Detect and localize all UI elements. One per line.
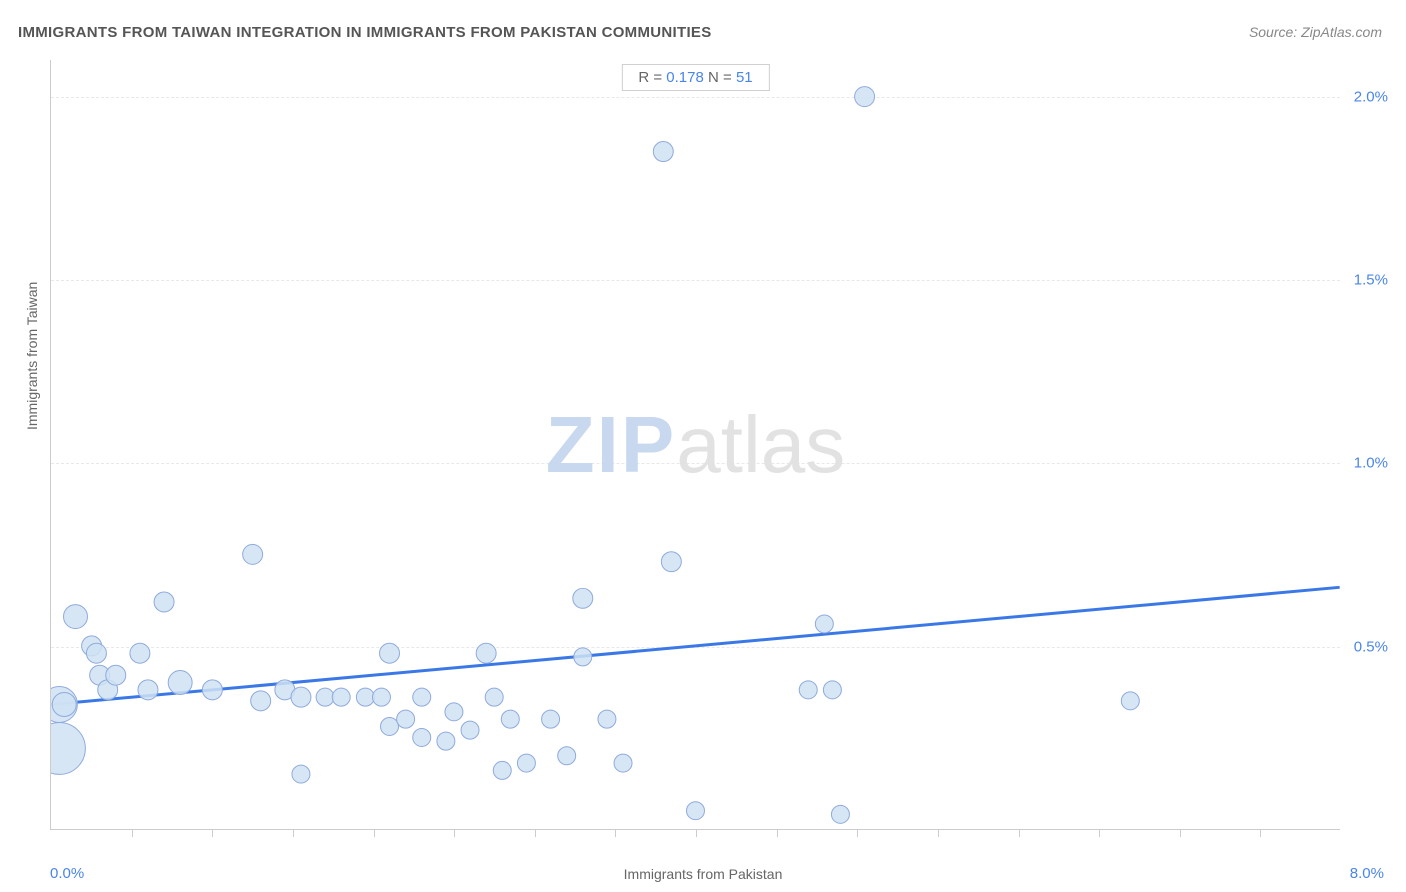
- x-tick: [293, 829, 294, 837]
- source-attribution: Source: ZipAtlas.com: [1249, 24, 1382, 40]
- scatter-point: [542, 710, 560, 728]
- scatter-point: [372, 688, 390, 706]
- y-tick-label: 1.5%: [1354, 272, 1388, 289]
- x-tick: [1260, 829, 1261, 837]
- scatter-point: [687, 802, 705, 820]
- scatter-point: [413, 688, 431, 706]
- scatter-point: [397, 710, 415, 728]
- scatter-point: [485, 688, 503, 706]
- x-tick: [454, 829, 455, 837]
- scatter-point: [52, 693, 76, 717]
- stats-box: R = 0.178 N = 51: [621, 64, 769, 91]
- scatter-point: [168, 671, 192, 695]
- scatter-point: [51, 722, 85, 774]
- x-axis-max-label: 8.0%: [1350, 865, 1384, 882]
- x-tick: [938, 829, 939, 837]
- scatter-point: [380, 643, 400, 663]
- x-tick: [1180, 829, 1181, 837]
- scatter-point: [138, 680, 158, 700]
- scatter-svg: [51, 60, 1340, 829]
- scatter-point: [381, 717, 399, 735]
- scatter-point: [614, 754, 632, 772]
- x-tick: [1099, 829, 1100, 837]
- scatter-point: [437, 732, 455, 750]
- scatter-point: [292, 765, 310, 783]
- r-label: R =: [638, 69, 666, 86]
- scatter-point: [154, 592, 174, 612]
- regression-line: [51, 587, 1339, 704]
- x-tick: [132, 829, 133, 837]
- scatter-point: [316, 688, 334, 706]
- x-tick: [212, 829, 213, 837]
- scatter-point: [799, 681, 817, 699]
- r-value: 0.178: [666, 69, 704, 86]
- scatter-point: [251, 691, 271, 711]
- x-axis-label: Immigrants from Pakistan: [624, 866, 783, 882]
- scatter-point: [823, 681, 841, 699]
- x-tick: [1019, 829, 1020, 837]
- y-tick-label: 1.0%: [1354, 455, 1388, 472]
- y-tick-label: 0.5%: [1354, 638, 1388, 655]
- scatter-point: [831, 805, 849, 823]
- scatter-point: [130, 643, 150, 663]
- scatter-point: [501, 710, 519, 728]
- scatter-point: [661, 552, 681, 572]
- scatter-point: [291, 687, 311, 707]
- y-axis-label: Immigrants from Taiwan: [24, 282, 40, 430]
- n-label: N =: [704, 69, 736, 86]
- scatter-point: [573, 588, 593, 608]
- scatter-point: [106, 665, 126, 685]
- scatter-point: [815, 615, 833, 633]
- x-tick: [696, 829, 697, 837]
- x-axis-min-label: 0.0%: [50, 865, 84, 882]
- scatter-point: [1121, 692, 1139, 710]
- scatter-point: [598, 710, 616, 728]
- scatter-point: [653, 142, 673, 162]
- x-tick: [615, 829, 616, 837]
- scatter-point: [445, 703, 463, 721]
- x-tick: [374, 829, 375, 837]
- scatter-point: [574, 648, 592, 666]
- scatter-point: [332, 688, 350, 706]
- scatter-point: [86, 643, 106, 663]
- scatter-point: [558, 747, 576, 765]
- x-tick: [777, 829, 778, 837]
- scatter-point: [476, 643, 496, 663]
- scatter-point: [202, 680, 222, 700]
- scatter-point: [517, 754, 535, 772]
- scatter-point: [461, 721, 479, 739]
- scatter-point: [493, 761, 511, 779]
- scatter-point: [64, 605, 88, 629]
- chart-plot-area: ZIPatlas R = 0.178 N = 51: [50, 60, 1340, 830]
- scatter-point: [413, 728, 431, 746]
- scatter-point: [243, 544, 263, 564]
- chart-title: IMMIGRANTS FROM TAIWAN INTEGRATION IN IM…: [18, 24, 712, 41]
- x-tick: [535, 829, 536, 837]
- scatter-point: [855, 87, 875, 107]
- n-value: 51: [736, 69, 753, 86]
- scatter-point: [356, 688, 374, 706]
- x-tick: [857, 829, 858, 837]
- y-tick-label: 2.0%: [1354, 88, 1388, 105]
